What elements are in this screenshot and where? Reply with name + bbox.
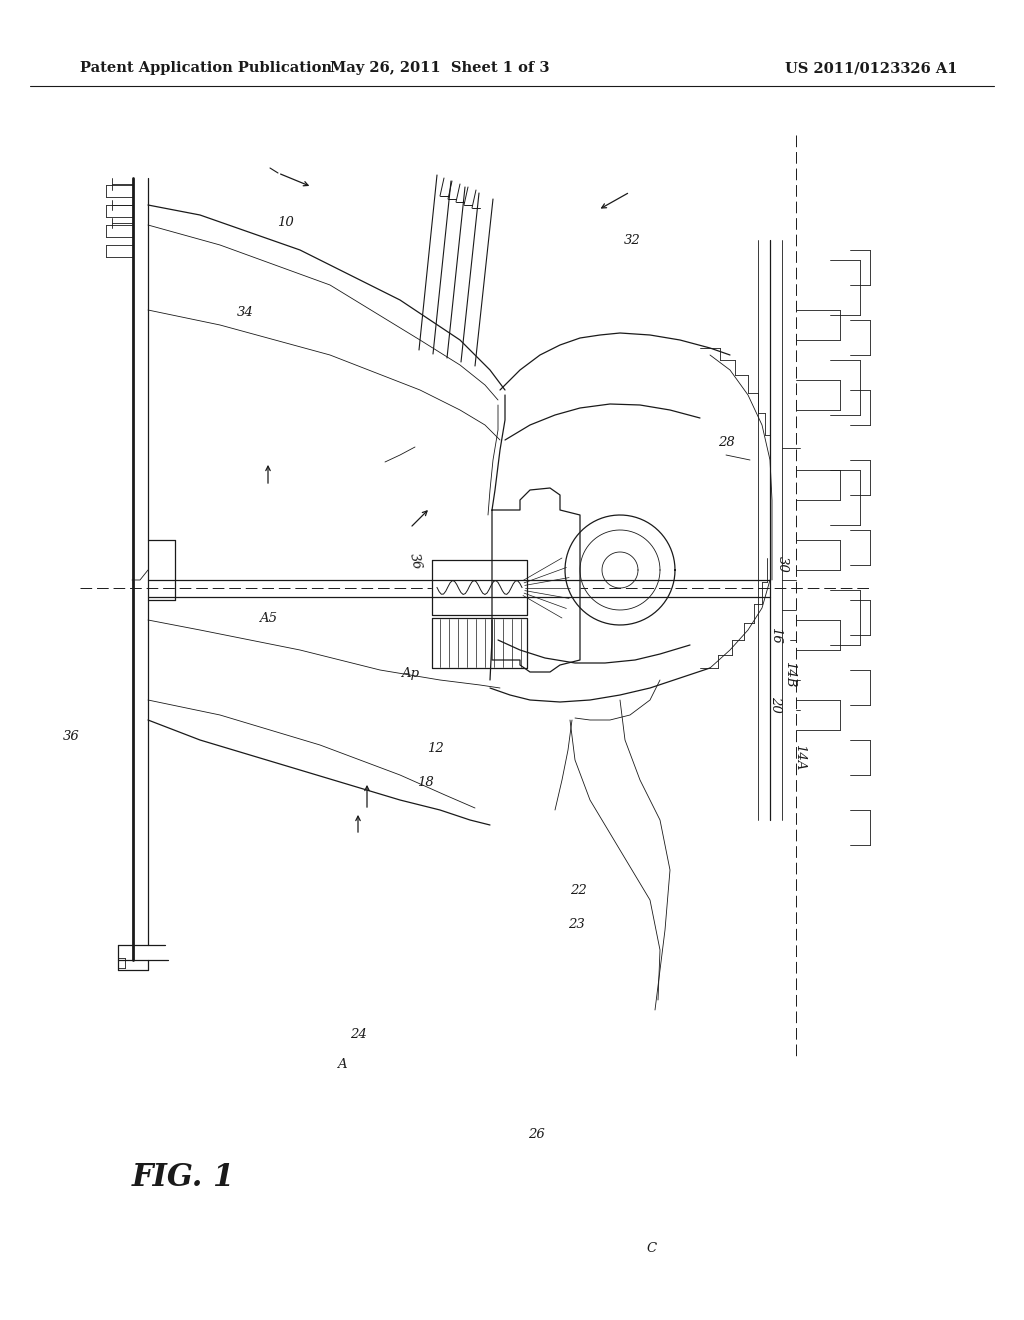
Text: 23: 23 xyxy=(567,917,585,931)
Text: 26: 26 xyxy=(527,1129,545,1142)
Text: 14A: 14A xyxy=(794,743,807,770)
Text: 22: 22 xyxy=(569,884,587,898)
Text: Ap: Ap xyxy=(401,667,419,680)
Text: 12: 12 xyxy=(427,742,443,755)
Text: 36: 36 xyxy=(407,552,423,570)
Text: 18: 18 xyxy=(417,776,433,788)
Text: 36: 36 xyxy=(62,730,80,742)
Text: US 2011/0123326 A1: US 2011/0123326 A1 xyxy=(785,61,957,75)
Text: Patent Application Publication: Patent Application Publication xyxy=(80,61,332,75)
Text: 30: 30 xyxy=(775,556,788,573)
Text: 28: 28 xyxy=(718,437,734,450)
Text: May 26, 2011  Sheet 1 of 3: May 26, 2011 Sheet 1 of 3 xyxy=(331,61,550,75)
Text: FIG. 1: FIG. 1 xyxy=(132,1163,236,1193)
Text: 32: 32 xyxy=(624,235,640,248)
Text: 10: 10 xyxy=(276,215,293,228)
Text: C: C xyxy=(647,1242,657,1255)
Text: 34: 34 xyxy=(237,306,253,319)
Polygon shape xyxy=(492,488,580,672)
Text: 16: 16 xyxy=(769,627,782,643)
Polygon shape xyxy=(432,560,527,615)
Text: A5: A5 xyxy=(259,611,278,624)
Text: 24: 24 xyxy=(349,1028,367,1041)
Text: 14B: 14B xyxy=(783,661,797,688)
Text: 20: 20 xyxy=(769,696,782,713)
Polygon shape xyxy=(432,618,527,668)
Text: A: A xyxy=(337,1059,347,1072)
